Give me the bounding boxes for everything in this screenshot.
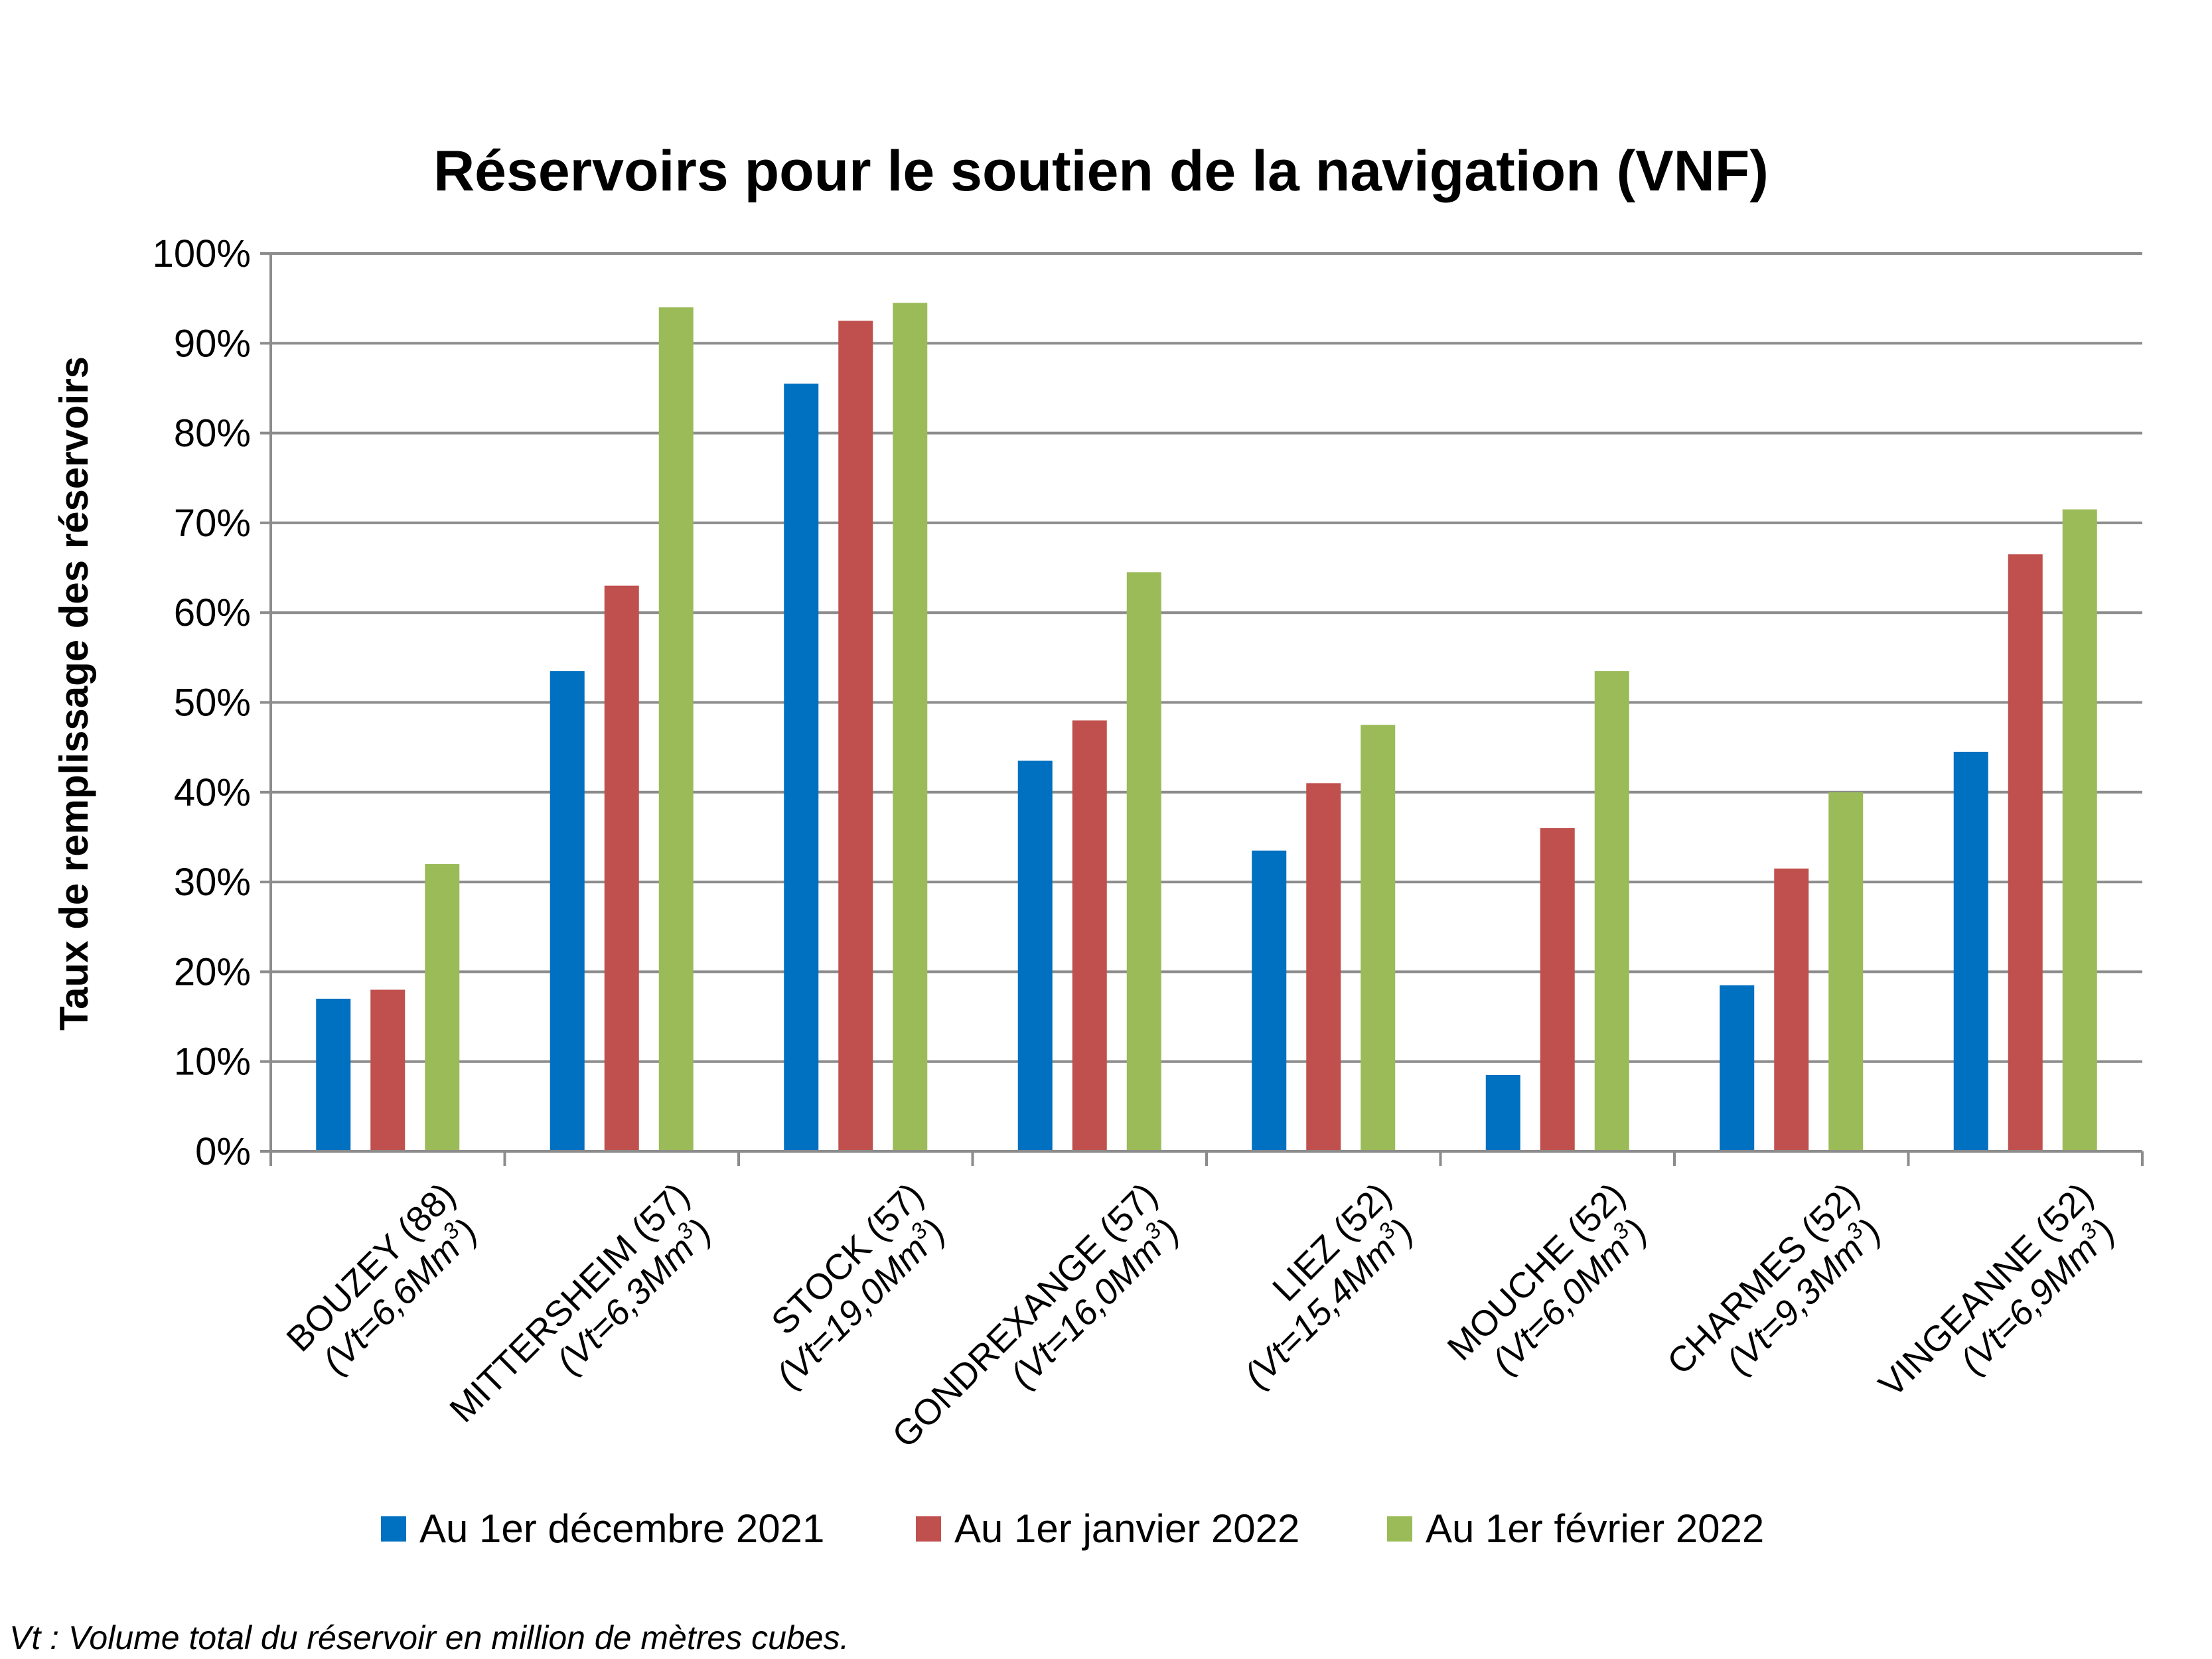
bar <box>370 989 406 1151</box>
legend-label: Au 1er décembre 2021 <box>419 1506 824 1551</box>
bar <box>1540 828 1575 1151</box>
category-name: MITTERSHEIM (57) <box>442 1175 697 1430</box>
y-tick-label: 0% <box>195 1130 251 1173</box>
bar <box>425 864 460 1151</box>
y-tick-label: 80% <box>174 412 251 455</box>
bar <box>1072 720 1107 1151</box>
bars <box>316 303 2097 1152</box>
bar <box>1252 850 1287 1151</box>
bar <box>784 384 819 1151</box>
category-label: BOUZEY (88)(Vt=6,6Mm3) <box>279 1175 484 1382</box>
y-axis-label: Taux de remplissage des réservoirs <box>52 356 96 1031</box>
category-label: CHARMES (52)(Vt=9,3Mm3) <box>1660 1175 1889 1382</box>
bar <box>1361 725 1396 1151</box>
chart-title: Réservoirs pour le soutien de la navigat… <box>433 139 1769 203</box>
category-label: MOUCHE (52)(Vt=6,0Mm3) <box>1440 1175 1655 1382</box>
axes <box>260 252 2144 1166</box>
y-tick-label: 70% <box>174 502 251 545</box>
legend-swatch <box>1387 1516 1412 1542</box>
y-tick-label: 10% <box>174 1041 251 1084</box>
legend-label: Au 1er février 2022 <box>1426 1506 1764 1551</box>
bar <box>2062 509 2097 1151</box>
y-tick-label: 30% <box>174 861 251 904</box>
bar <box>604 585 639 1151</box>
legend-label: Au 1er janvier 2022 <box>954 1506 1299 1551</box>
bar <box>838 321 873 1152</box>
y-tick-label: 50% <box>174 682 251 725</box>
bar <box>550 671 585 1151</box>
y-tick-label: 40% <box>174 771 251 814</box>
legend-swatch <box>916 1516 941 1542</box>
footnote: Vt : Volume total du réservoir en millio… <box>9 1619 849 1656</box>
bar <box>1485 1074 1520 1151</box>
category-label: MITTERSHEIM (57)(Vt=6,3Mm3) <box>442 1175 719 1430</box>
bar <box>316 998 351 1151</box>
y-tick-label: 90% <box>174 322 251 365</box>
bar <box>1017 760 1053 1151</box>
y-tick-label: 20% <box>174 950 251 993</box>
bar <box>1774 868 1809 1151</box>
bar <box>1828 792 1864 1151</box>
bar <box>1594 671 1629 1151</box>
bar <box>893 303 928 1151</box>
bar <box>2008 554 2043 1151</box>
bar <box>1953 751 1988 1151</box>
y-tick-labels: 0% 10% 20% 30% 40% 50% 60% 70% 80% 90% 100% <box>153 232 251 1173</box>
bar <box>1306 783 1341 1151</box>
category-label: VINGEANNE (52)(Vt=6,9Mm3) <box>1871 1175 2122 1405</box>
category-labels: BOUZEY (88)(Vt=6,6Mm3)MITTERSHEIM (57)(V… <box>279 1175 2122 1455</box>
bar <box>1126 572 1161 1151</box>
category-label: STOCK (57)(Vt=19,0Mm3) <box>764 1175 953 1396</box>
legend: Au 1er décembre 2021 Au 1er janvier 2022 A… <box>381 1506 1764 1551</box>
bar <box>1720 985 1755 1151</box>
y-tick-label: 60% <box>174 591 251 634</box>
bar <box>658 307 694 1152</box>
category-label: LIEZ (52)(Vt=15,4Mm3) <box>1236 1175 1421 1396</box>
y-tick-label: 100% <box>153 232 251 275</box>
legend-swatch <box>381 1516 406 1542</box>
